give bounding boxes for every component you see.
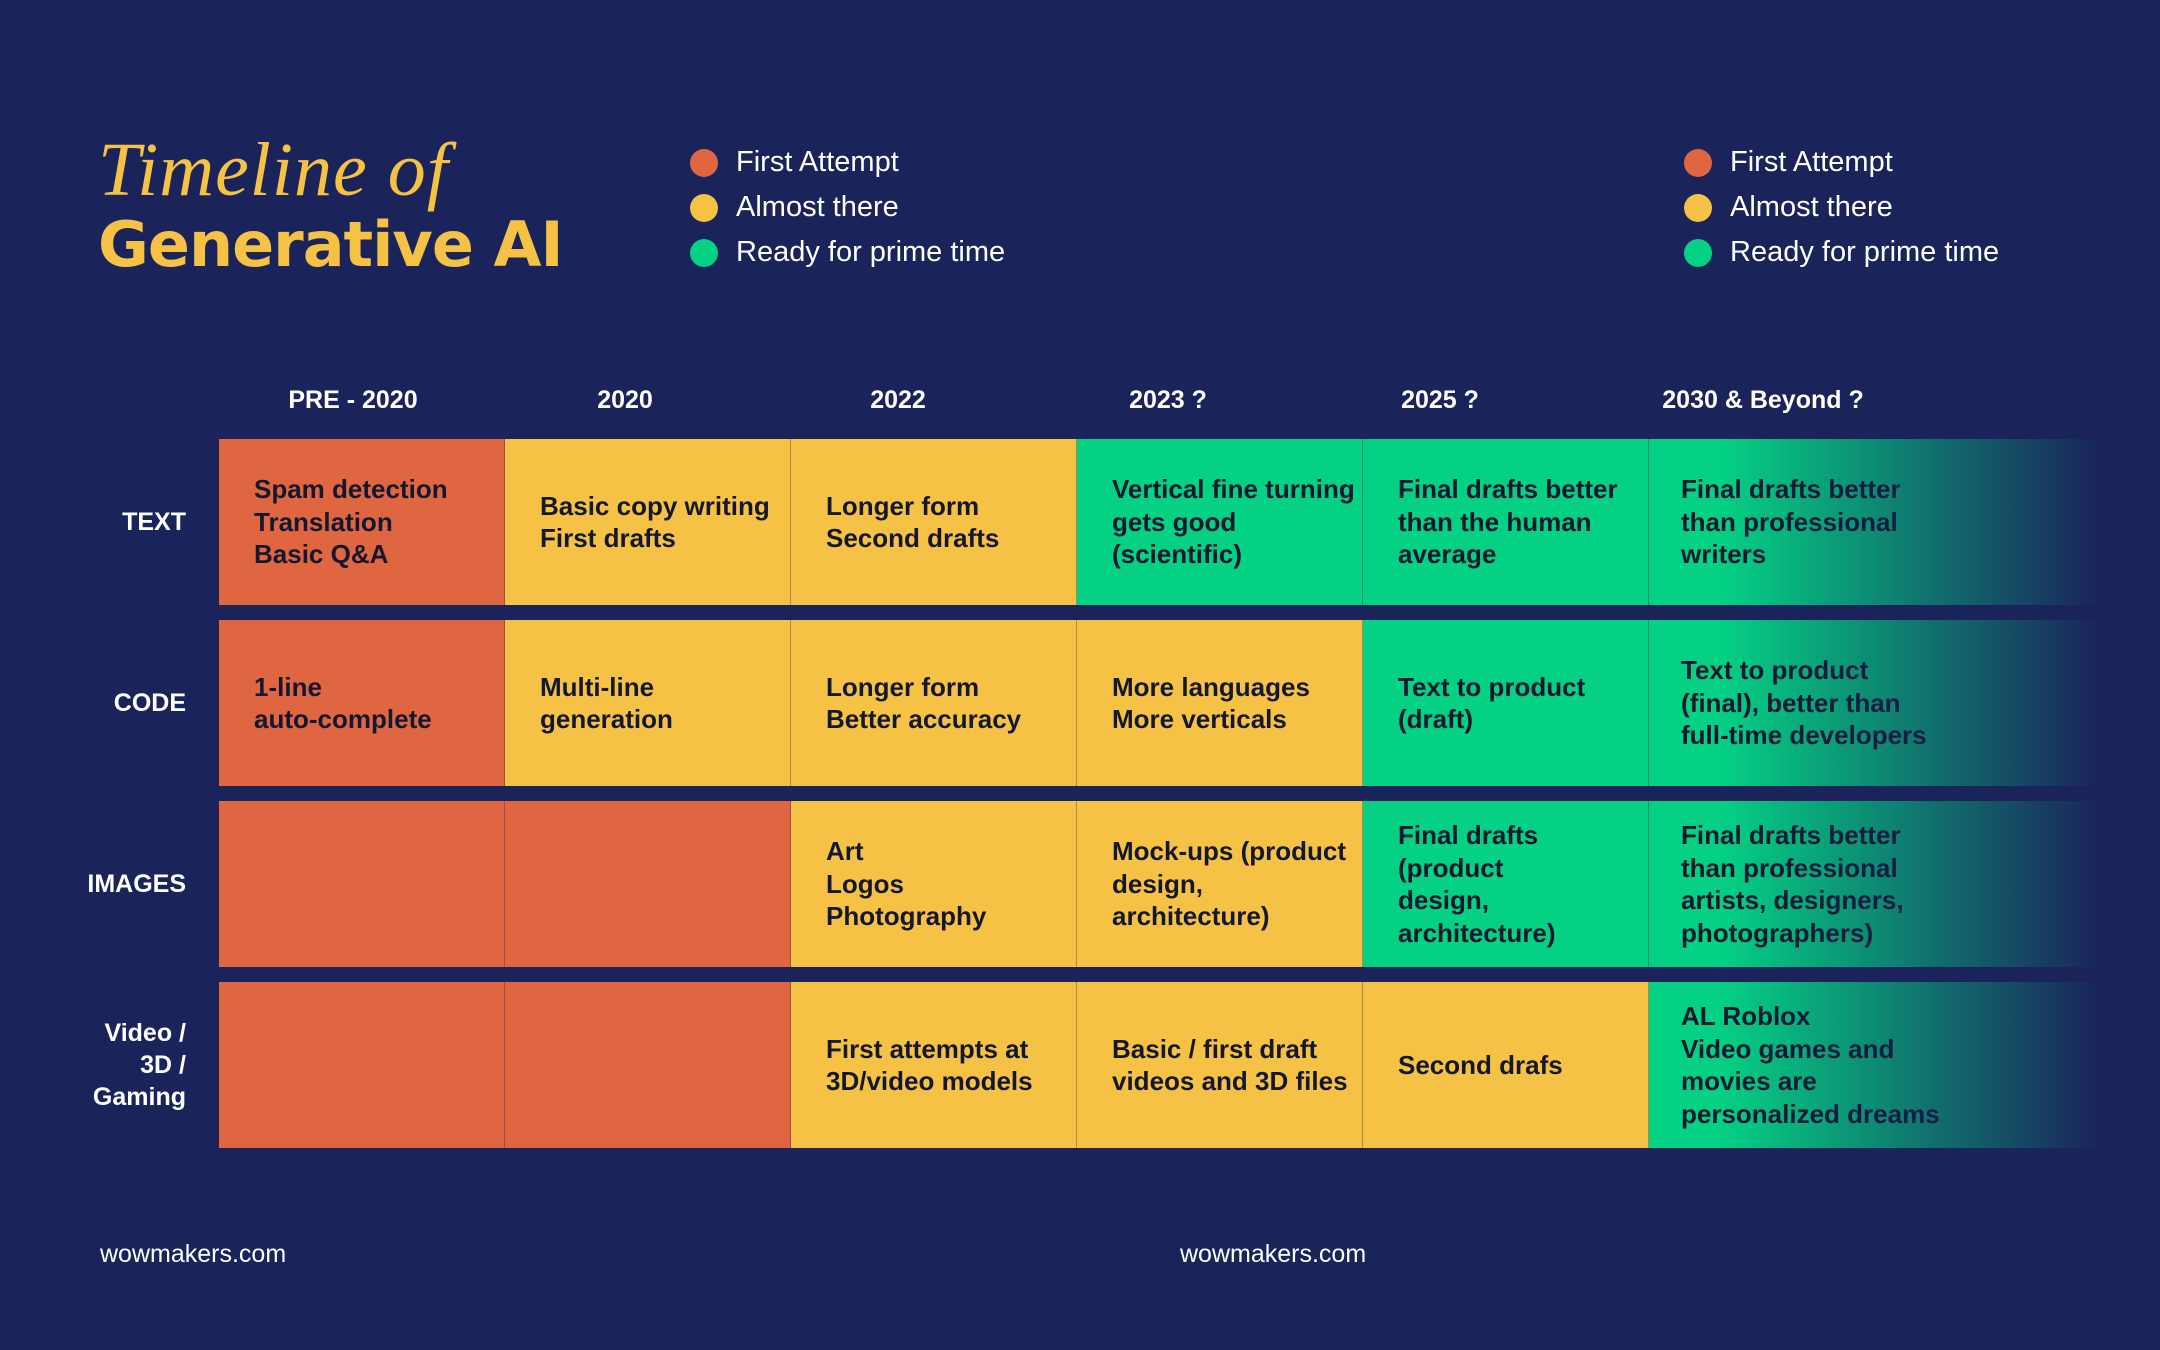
cell-text: Multi-line generation — [540, 671, 673, 735]
timeline-cell: Text to product (final), better than ful… — [1649, 620, 2099, 786]
cell-text: AL Roblox Video games and movies are per… — [1681, 1001, 1940, 1129]
orange-dot-icon — [1684, 148, 1712, 177]
legend-label: First Attempt — [1730, 146, 1893, 178]
yellow-dot-icon — [690, 193, 718, 222]
legend-right: First Attempt Almost there Ready for pri… — [1684, 140, 1999, 275]
timeline-cell: Basic copy writing First drafts — [505, 439, 791, 605]
timeline-cell — [219, 982, 505, 1148]
cell-text: Longer form Second drafts — [826, 490, 1000, 554]
legend-item-ready: Ready for prime time — [690, 230, 1005, 275]
timeline-cell — [505, 982, 791, 1148]
cell-text: First attempts at 3D/video models — [826, 1033, 1033, 1097]
timeline-cell: Final drafts (product design, architectu… — [1363, 801, 1649, 967]
cell-text: Final drafts better than professional wr… — [1681, 474, 1901, 570]
cell-text: More languages More verticals — [1112, 671, 1310, 735]
legend-item-almost-there: Almost there — [690, 185, 1005, 230]
green-dot-icon — [1684, 238, 1712, 267]
row-label-video: Video / 3D / Gaming — [92, 1019, 186, 1111]
year-header: PRE - 2020 — [288, 385, 418, 414]
title-line-1: Timeline of — [98, 128, 449, 212]
timeline-cell: Text to product (draft) — [1363, 620, 1649, 786]
timeline-cell: Spam detection Translation Basic Q&A — [219, 439, 505, 605]
legend-label: Ready for prime time — [1730, 236, 2000, 268]
timeline-cell: Vertical fine turning gets good (scienti… — [1077, 439, 1363, 605]
year-header: 2023 ? — [1129, 385, 1207, 414]
yellow-dot-icon — [1684, 193, 1712, 222]
legend-label: Almost there — [736, 191, 899, 223]
footer-link-left[interactable]: wowmakers.com — [100, 1240, 287, 1268]
cell-text: Second drafs — [1398, 1049, 1563, 1080]
timeline-cell: Longer form Better accuracy — [791, 620, 1077, 786]
timeline-cell — [219, 801, 505, 967]
cell-text: Basic copy writing First drafts — [540, 490, 770, 554]
timeline-cell: 1-line auto-complete — [219, 620, 505, 786]
timeline-cell: Art Logos Photography — [791, 801, 1077, 967]
legend-item-first-attempt: First Attempt — [1684, 140, 1999, 185]
year-header: 2030 & Beyond ? — [1662, 385, 1864, 414]
cell-text: Mock-ups (product design, architecture) — [1112, 836, 1346, 932]
timeline-cell: Final drafts better than the human avera… — [1363, 439, 1649, 605]
page-title: Timeline of Generative AI — [98, 128, 564, 282]
timeline-cell: More languages More verticals — [1077, 620, 1363, 786]
cell-text: Vertical fine turning gets good (scienti… — [1112, 474, 1355, 570]
cell-text: Final drafts better than the human avera… — [1398, 474, 1618, 570]
title-line-2: Generative AI — [98, 208, 564, 281]
row-video: First attempts at 3D/video models Basic … — [219, 982, 2100, 1148]
cell-text: Text to product (draft) — [1398, 671, 1586, 735]
cell-text: Spam detection Translation Basic Q&A — [254, 474, 448, 570]
row-code: 1-line auto-complete Multi-line generati… — [219, 620, 2100, 786]
timeline-cell: Mock-ups (product design, architecture) — [1077, 801, 1363, 967]
timeline-cell: First attempts at 3D/video models — [791, 982, 1077, 1148]
timeline-cell: AL Roblox Video games and movies are per… — [1649, 982, 2099, 1148]
row-label-code: CODE — [113, 689, 186, 717]
timeline-cell: Second drafs — [1363, 982, 1649, 1148]
row-text: Spam detection Translation Basic Q&A Bas… — [219, 439, 2100, 605]
timeline-cell: Longer form Second drafts — [791, 439, 1077, 605]
legend-left: First Attempt Almost there Ready for pri… — [690, 140, 1005, 275]
legend-item-first-attempt: First Attempt — [690, 140, 1005, 185]
legend-item-ready: Ready for prime time — [1684, 230, 1999, 275]
legend-item-almost-there: Almost there — [1684, 185, 1999, 230]
green-dot-icon — [690, 238, 718, 267]
cell-text: Basic / first draft videos and 3D files — [1112, 1033, 1348, 1097]
row-images: Art Logos Photography Mock-ups (product … — [219, 801, 2100, 967]
row-label-text: TEXT — [122, 508, 186, 536]
legend-label: Almost there — [1730, 191, 1893, 223]
timeline-cell — [505, 801, 791, 967]
year-header: 2022 — [870, 385, 926, 414]
timeline-cell: Basic / first draft videos and 3D files — [1077, 982, 1363, 1148]
row-label-images: IMAGES — [87, 870, 186, 898]
cell-text: Final drafts (product design, architectu… — [1398, 820, 1556, 948]
timeline-cell: Final drafts better than professional wr… — [1649, 439, 2099, 605]
cell-text: Art Logos Photography — [826, 836, 987, 932]
cell-text: Longer form Better accuracy — [826, 671, 1022, 735]
cell-text: Text to product (final), better than ful… — [1681, 655, 1927, 751]
legend-label: Ready for prime time — [736, 236, 1006, 268]
orange-dot-icon — [690, 148, 718, 177]
timeline-cell: Final drafts better than professional ar… — [1649, 801, 2099, 967]
year-header: 2025 ? — [1401, 385, 1479, 414]
cell-text: 1-line auto-complete — [254, 671, 432, 735]
legend-label: First Attempt — [736, 146, 899, 178]
timeline-cell: Multi-line generation — [505, 620, 791, 786]
footer-link-center[interactable]: wowmakers.com — [1180, 1240, 1367, 1268]
year-header: 2020 — [597, 385, 653, 414]
cell-text: Final drafts better than professional ar… — [1681, 820, 1904, 948]
